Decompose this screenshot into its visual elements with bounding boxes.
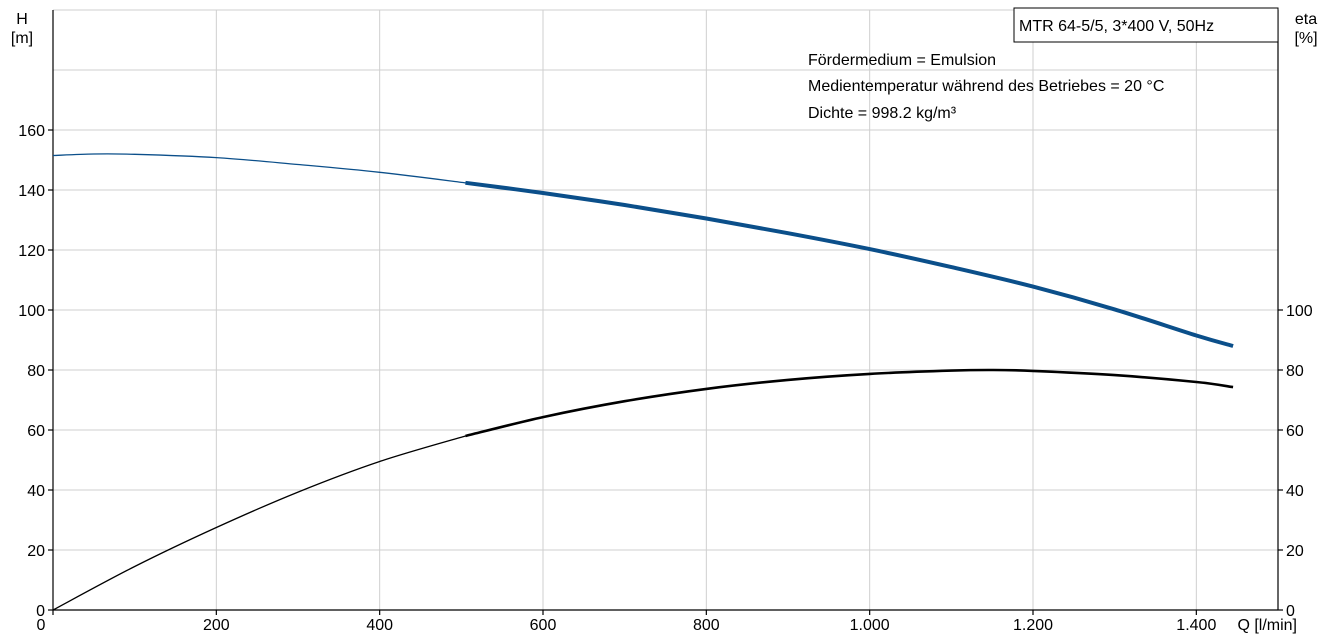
y-left-tick-label-4: 80	[27, 363, 45, 380]
y-left-tick-label-5: 100	[18, 303, 45, 320]
note-temperature: Medientemperatur während des Betriebes =…	[808, 78, 1164, 95]
x-tick-label-6: 1.200	[1013, 617, 1053, 634]
x-tick-label-5: 1.000	[850, 617, 890, 634]
y-right-tick-label-0: 0	[1286, 603, 1295, 620]
title-box: MTR 64-5/5, 3*400 V, 50Hz	[1013, 7, 1279, 43]
note-density: Dichte = 998.2 kg/m³	[808, 105, 957, 122]
series-eta-curve-extended	[52, 435, 466, 611]
x-tick-label-7: 1.400	[1176, 617, 1216, 634]
y-right-axis-label-symbol: eta	[1295, 11, 1317, 28]
y-left-axis-label-unit: [m]	[11, 30, 33, 47]
y-right-axis-label-unit: [%]	[1294, 30, 1317, 47]
x-tick-label-2: 400	[366, 617, 393, 634]
tick-labels: 0 20 40 60 80 100 120 140 160 0 20 40 60 80 100 0 200 400…	[18, 123, 1313, 634]
title-box-frame	[1013, 7, 1279, 43]
y-right-tick-label-2: 40	[1286, 483, 1304, 500]
axis-labels: H [m] eta [%] Q [l/min]	[11, 11, 1318, 634]
y-left-axis-label-symbol: H	[16, 11, 28, 28]
series-eta-curve-operating	[465, 368, 1234, 438]
grid	[53, 9, 1278, 610]
y-left-tick-label-6: 120	[18, 243, 45, 260]
y-left-tick-label-3: 60	[27, 423, 45, 440]
series	[52, 153, 1234, 611]
y-right-tick-label-4: 80	[1286, 363, 1304, 380]
x-tick-label-0: 0	[37, 617, 46, 634]
x-axis-label: Q [l/min]	[1237, 617, 1297, 634]
series-H-curve-operating	[465, 180, 1234, 348]
y-right-tick-label-5: 100	[1286, 303, 1313, 320]
x-tick-label-1: 200	[203, 617, 230, 634]
y-right-tick-label-3: 60	[1286, 423, 1304, 440]
y-left-tick-label-0: 0	[36, 603, 45, 620]
y-right-tick-label-1: 20	[1286, 543, 1304, 560]
y-left-tick-label-7: 140	[18, 183, 45, 200]
y-left-tick-label-8: 160	[18, 123, 45, 140]
x-tick-label-3: 600	[530, 617, 557, 634]
x-tick-label-4: 800	[693, 617, 720, 634]
y-left-tick-label-1: 20	[27, 543, 45, 560]
note-medium: Fördermedium = Emulsion	[808, 52, 996, 69]
series-H-curve-extended	[52, 153, 466, 184]
y-left-tick-label-2: 40	[27, 483, 45, 500]
chart-title: MTR 64-5/5, 3*400 V, 50Hz	[1019, 18, 1214, 35]
medium-notes: Fördermedium = Emulsion Medientemperatur…	[808, 52, 1164, 122]
